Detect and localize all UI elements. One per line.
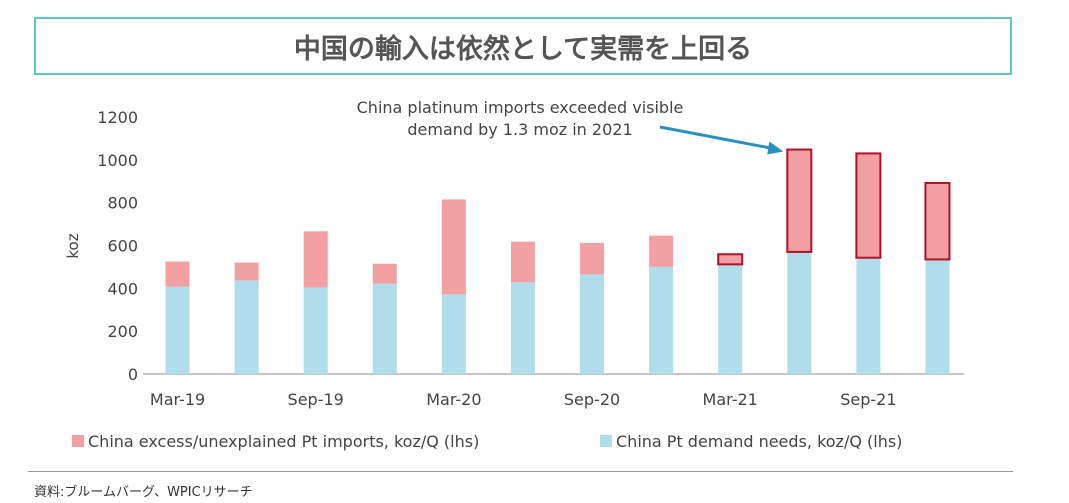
chart-title: 中国の輸入は依然として実需を上回る	[34, 17, 1012, 75]
annotation-arrowhead	[767, 141, 784, 155]
bar-demand	[787, 251, 812, 374]
y-tick-label: 400	[107, 279, 138, 298]
bar-excess	[924, 181, 951, 261]
x-tick-label: Sep-20	[564, 390, 620, 409]
bar-demand	[580, 274, 605, 374]
annotation-text: China platinum imports exceeded visible	[357, 98, 684, 117]
bar-demand	[649, 266, 674, 374]
x-tick-label: Mar-20	[426, 390, 481, 409]
legend-label: China excess/unexplained Pt imports, koz…	[88, 432, 479, 451]
bar-demand	[165, 286, 190, 374]
legend-swatch	[72, 435, 84, 447]
bar-demand	[441, 294, 466, 374]
x-tick-label: Sep-21	[840, 390, 896, 409]
annotation-arrow	[659, 125, 774, 151]
bar-demand	[372, 283, 397, 374]
bar-excess	[510, 241, 535, 283]
bar-demand	[925, 259, 950, 374]
bar-demand	[234, 280, 259, 374]
x-tick-label: Mar-21	[703, 390, 758, 409]
x-tick-label: Mar-19	[150, 390, 205, 409]
annotation-text: demand by 1.3 moz in 2021	[407, 120, 632, 139]
bar-excess	[165, 261, 190, 287]
x-tick-label: Sep-19	[288, 390, 344, 409]
bar-excess	[649, 235, 674, 267]
bar-demand	[510, 282, 535, 374]
bar-demand	[856, 257, 881, 374]
bar-excess	[441, 199, 466, 295]
bar-demand	[303, 287, 328, 374]
bar-excess	[303, 231, 328, 288]
y-tick-label: 800	[107, 194, 138, 213]
y-tick-label: 200	[107, 322, 138, 341]
legend-label: China Pt demand needs, koz/Q (lhs)	[616, 432, 902, 451]
bar-excess	[372, 263, 397, 284]
bar-excess	[786, 148, 813, 253]
bar-demand	[718, 264, 743, 374]
y-tick-label: 1200	[97, 108, 138, 127]
y-axis-label: koz	[64, 233, 82, 258]
source-note: 資料:ブルームバーグ、WPICリサーチ	[34, 485, 253, 500]
bar-excess	[855, 152, 882, 259]
bar-excess	[717, 253, 744, 266]
y-tick-label: 0	[128, 365, 138, 384]
bar-excess	[234, 262, 259, 281]
legend-swatch	[600, 435, 612, 447]
footer-divider	[28, 471, 1013, 472]
y-tick-label: 1000	[97, 151, 138, 170]
bar-excess	[580, 242, 605, 275]
y-tick-label: 600	[107, 237, 138, 256]
